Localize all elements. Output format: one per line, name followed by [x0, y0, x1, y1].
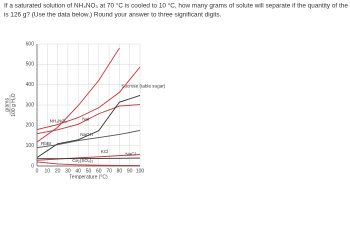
x-tick-label: 30 [65, 168, 71, 174]
series-label: NH₄NO₃ [50, 119, 67, 124]
series-line [36, 104, 141, 135]
y-tick-label: 600 [26, 41, 35, 47]
series-line [37, 157, 141, 160]
series-label: Ce₂(SO₄)₃ [72, 158, 93, 163]
series-line [36, 161, 141, 167]
series-label: RbBr [41, 141, 52, 146]
series-line [36, 129, 141, 149]
x-tick-label: 40 [75, 168, 81, 174]
series-line [36, 66, 141, 131]
x-tick-label: 20 [55, 168, 61, 174]
page: If a saturated solution of NH₄NO₃ at 70 … [4, 2, 350, 179]
series-label: NaOH [80, 132, 93, 137]
y-tick-label: 100 [26, 143, 35, 149]
series-label: KCl [101, 149, 108, 154]
series-line [36, 95, 141, 158]
y-label-top: grams [4, 98, 10, 112]
series-label: Sucrose (table sugar) [121, 84, 165, 89]
question-line: If a saturated solution of NH₄NO₃ at 70 … [4, 2, 350, 10]
x-axis-label: Temperature (°C) [69, 174, 108, 179]
x-tick-label: 10 [45, 168, 51, 174]
series-label: NaCl [125, 151, 135, 156]
x-tick-label: 50 [86, 168, 92, 174]
y-tick-label: 300 [26, 102, 35, 108]
y-tick-label: 400 [26, 82, 35, 88]
x-tick-label: 80 [117, 168, 123, 174]
series-line [36, 154, 141, 161]
y-axis-label: grams 100 g H₂O [4, 93, 17, 116]
series-line [36, 47, 120, 143]
x-tick-label: 90 [127, 168, 133, 174]
x-tick-label: 0 [36, 168, 39, 174]
series-label: NaI [82, 117, 89, 122]
x-tick-label: 100 [136, 168, 145, 174]
question-line: is 126 g? (Use the data below.) Round yo… [4, 12, 222, 19]
y-tick-label: 0 [31, 163, 34, 169]
y-label-bottom: 100 g H₂O [11, 93, 17, 116]
x-tick-label: 60 [96, 168, 102, 174]
x-tick-label: 70 [106, 168, 112, 174]
y-tick-label: 200 [26, 123, 35, 129]
y-tick-label: 500 [26, 62, 35, 68]
